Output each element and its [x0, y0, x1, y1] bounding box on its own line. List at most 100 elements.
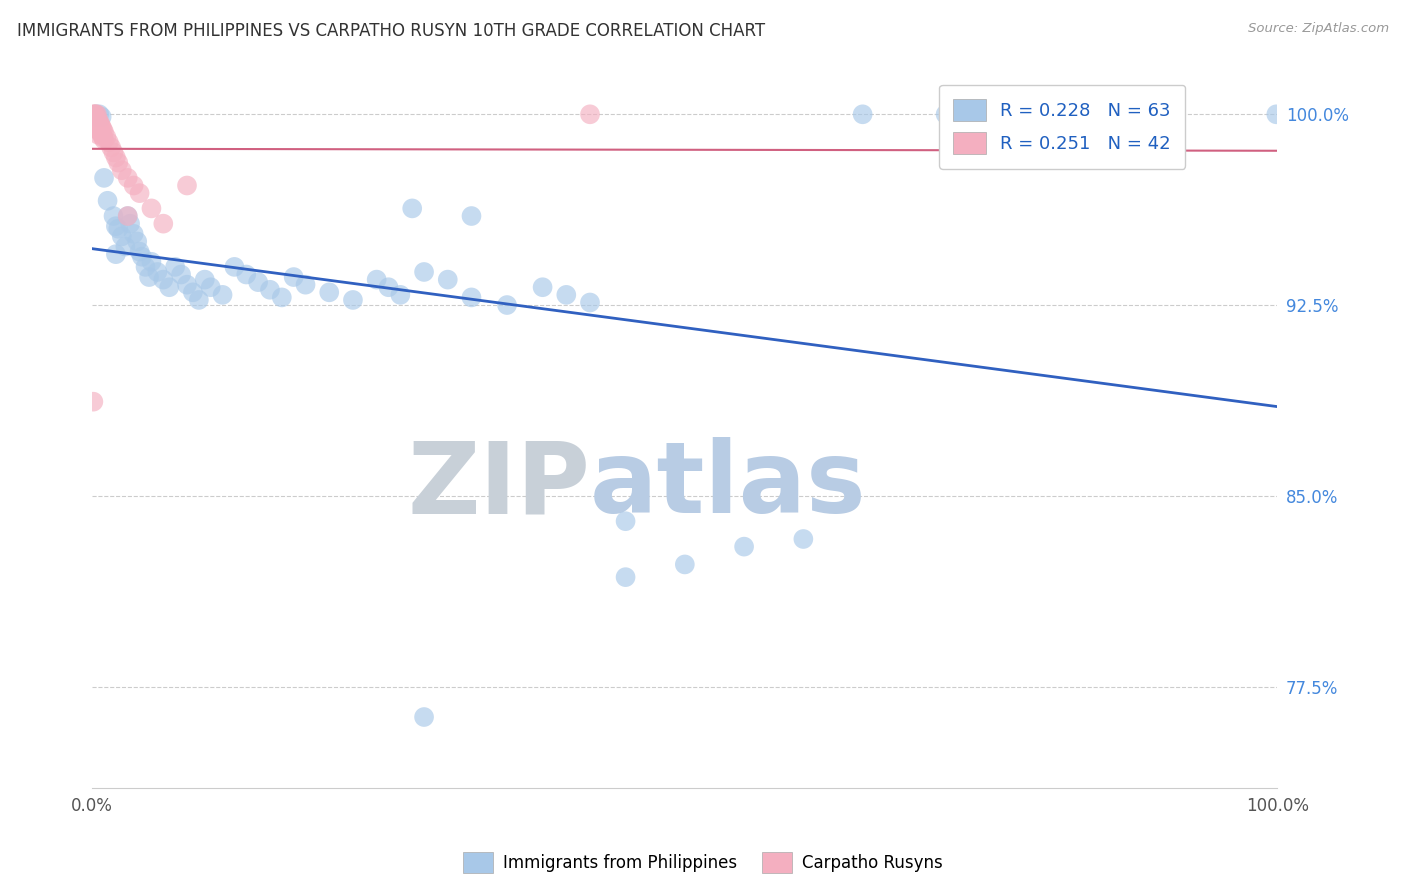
Point — [531, 280, 554, 294]
Point — [146, 265, 169, 279]
Point — [181, 285, 204, 300]
Point — [93, 170, 115, 185]
Point — [852, 107, 875, 121]
Point — [413, 265, 436, 279]
Point — [90, 120, 112, 134]
Point — [89, 118, 111, 132]
Point — [107, 155, 129, 169]
Point — [127, 235, 149, 249]
Point — [138, 270, 160, 285]
Point — [235, 268, 257, 282]
Point — [176, 277, 198, 292]
Point — [134, 260, 156, 274]
Point — [104, 219, 127, 234]
Point — [104, 151, 127, 165]
Point — [83, 107, 105, 121]
Point — [84, 107, 107, 121]
Point — [342, 293, 364, 307]
Point — [141, 202, 163, 216]
Point — [318, 285, 340, 300]
Point — [100, 140, 122, 154]
Point — [97, 135, 120, 149]
Point — [935, 107, 957, 121]
Point — [200, 280, 222, 294]
Point — [128, 244, 150, 259]
Point — [792, 532, 814, 546]
Point — [111, 163, 134, 178]
Point — [86, 115, 108, 129]
Point — [97, 194, 120, 208]
Point — [83, 112, 105, 127]
Point — [460, 290, 482, 304]
Point — [82, 394, 104, 409]
Point — [83, 118, 105, 132]
Text: Source: ZipAtlas.com: Source: ZipAtlas.com — [1249, 22, 1389, 36]
Point — [103, 209, 125, 223]
Point — [247, 275, 270, 289]
Point — [122, 227, 145, 241]
Point — [170, 268, 193, 282]
Legend: R = 0.228   N = 63, R = 0.251   N = 42: R = 0.228 N = 63, R = 0.251 N = 42 — [939, 85, 1185, 169]
Point — [93, 125, 115, 139]
Point — [165, 260, 187, 274]
Text: ZIP: ZIP — [408, 437, 591, 534]
Point — [176, 178, 198, 193]
Point — [84, 120, 107, 134]
Point — [87, 112, 110, 127]
Point — [157, 280, 180, 294]
Point — [86, 110, 108, 124]
Point — [270, 290, 292, 304]
Point — [128, 186, 150, 201]
Point — [82, 110, 104, 124]
Text: atlas: atlas — [591, 437, 866, 534]
Point — [555, 288, 578, 302]
Point — [96, 130, 118, 145]
Point — [87, 120, 110, 134]
Point — [84, 115, 107, 129]
Point — [122, 178, 145, 193]
Point — [283, 270, 305, 285]
Point — [93, 133, 115, 147]
Point — [579, 295, 602, 310]
Point — [117, 170, 139, 185]
Point — [294, 277, 316, 292]
Point — [579, 107, 602, 121]
Point — [86, 107, 108, 121]
Point — [120, 217, 142, 231]
Point — [1265, 107, 1288, 121]
Point — [90, 110, 112, 124]
Point — [211, 288, 233, 302]
Point — [187, 293, 209, 307]
Text: IMMIGRANTS FROM PHILIPPINES VS CARPATHO RUSYN 10TH GRADE CORRELATION CHART: IMMIGRANTS FROM PHILIPPINES VS CARPATHO … — [17, 22, 765, 40]
Point — [87, 128, 110, 142]
Point — [89, 122, 111, 136]
Point — [436, 272, 458, 286]
Point — [107, 221, 129, 235]
Point — [90, 128, 112, 142]
Point — [259, 283, 281, 297]
Point — [460, 209, 482, 223]
Point — [89, 115, 111, 129]
Point — [114, 239, 136, 253]
Point — [194, 272, 217, 286]
Point — [82, 107, 104, 121]
Point — [377, 280, 399, 294]
Point — [413, 710, 436, 724]
Point — [103, 145, 125, 160]
Point — [84, 107, 107, 121]
Point — [89, 125, 111, 139]
Point — [152, 272, 174, 286]
Point — [496, 298, 519, 312]
Point — [89, 107, 111, 121]
Point — [91, 130, 114, 145]
Point — [614, 514, 637, 528]
Point — [117, 209, 139, 223]
Point — [141, 254, 163, 268]
Legend: Immigrants from Philippines, Carpatho Rusyns: Immigrants from Philippines, Carpatho Ru… — [457, 846, 949, 880]
Point — [733, 540, 755, 554]
Point — [117, 209, 139, 223]
Point — [131, 250, 153, 264]
Point — [104, 247, 127, 261]
Point — [673, 558, 696, 572]
Point — [111, 229, 134, 244]
